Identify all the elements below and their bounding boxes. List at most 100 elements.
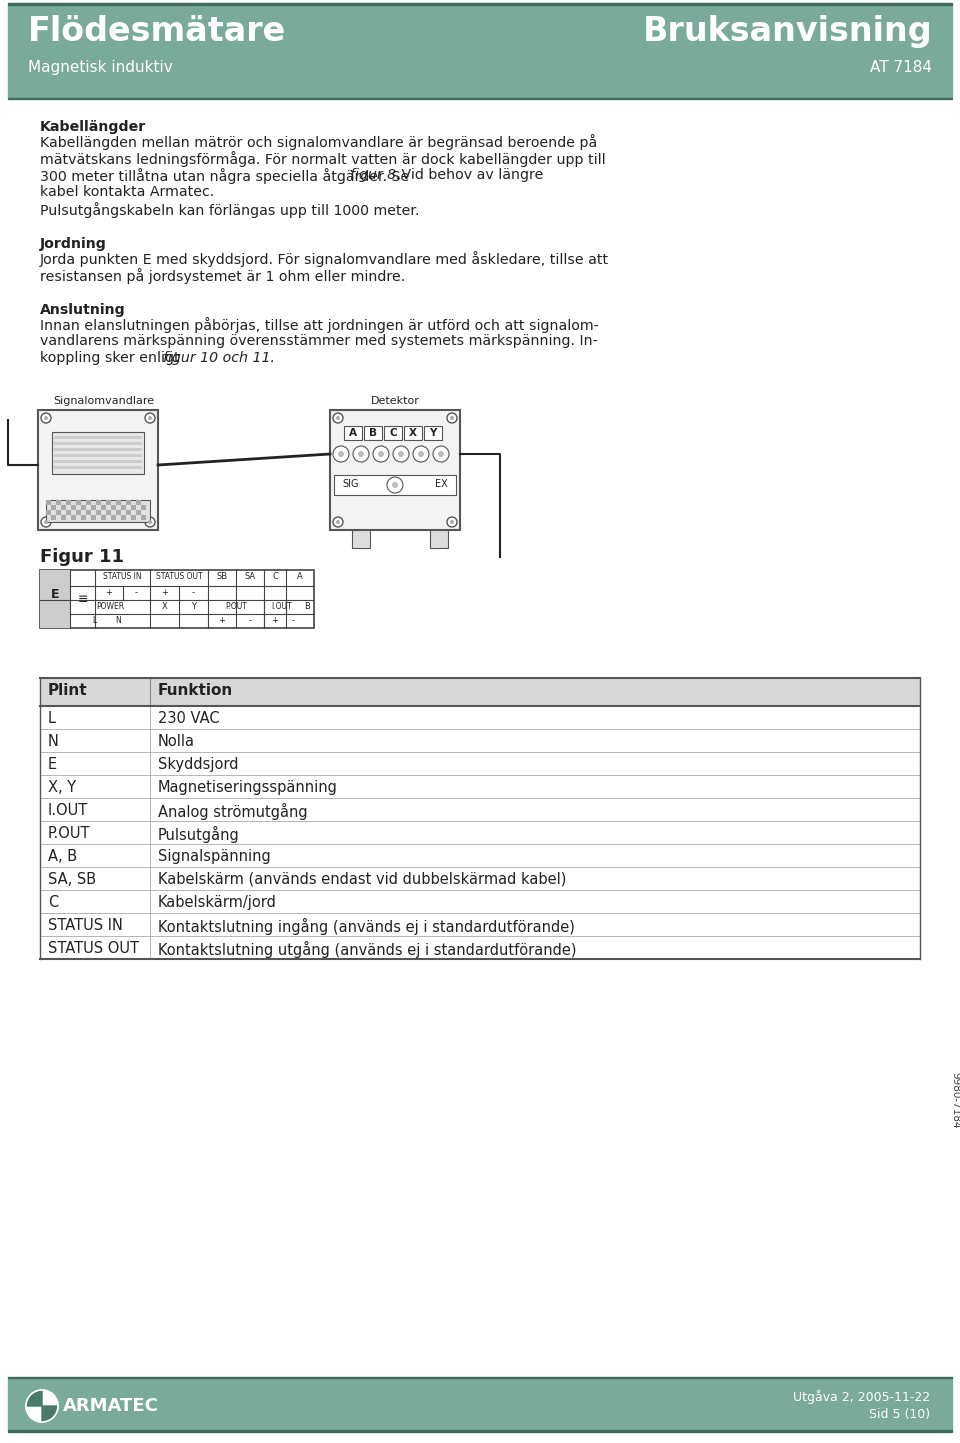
Text: +: + [219,616,226,625]
Bar [52,431,144,473]
Circle shape [338,452,344,457]
Circle shape [413,446,429,462]
Bar [121,505,126,509]
Text: figur 10 och 11.: figur 10 och 11. [163,351,275,365]
Bar [344,426,362,440]
Circle shape [398,452,404,457]
Bar [430,530,448,548]
Text: -: - [134,587,137,597]
Text: 300 meter tillåtna utan några speciella åtgärder. Se: 300 meter tillåtna utan några speciella … [40,167,414,183]
Circle shape [41,413,51,423]
Text: Signalspänning: Signalspänning [158,848,271,864]
Text: X: X [161,602,167,610]
Circle shape [392,482,398,488]
Circle shape [333,413,343,423]
Text: X, Y: X, Y [48,781,76,795]
Bar [126,509,131,515]
Bar [86,509,91,515]
Circle shape [336,519,340,524]
Bar [86,501,91,505]
Bar [91,515,96,519]
Bar [136,501,141,505]
Text: Kabellängden mellan mätrör och signalomvandlare är begränsad beroende på: Kabellängden mellan mätrör och signalomv… [40,134,597,150]
Text: A: A [349,429,357,439]
Bar [66,509,71,515]
Circle shape [333,517,343,527]
Bar [96,509,101,515]
Bar [51,515,56,519]
Circle shape [333,446,349,462]
Bar [131,505,136,509]
Text: Magnetiseringsspänning: Magnetiseringsspänning [158,781,338,795]
Bar [54,436,142,439]
Bar [40,570,314,628]
Bar [51,505,56,509]
Circle shape [148,519,152,524]
Text: Nolla: Nolla [158,734,195,749]
Bar [54,442,142,444]
Bar [76,509,81,515]
Text: N: N [115,616,121,625]
Bar [384,426,402,440]
Bar [101,515,106,519]
Bar [40,570,70,628]
Text: B: B [304,602,310,610]
Text: STATUS OUT: STATUS OUT [156,571,203,582]
Circle shape [41,517,51,527]
Text: SA: SA [245,571,255,582]
Text: C: C [272,571,278,582]
Bar [111,505,116,509]
Bar [111,515,116,519]
Bar [8,98,952,100]
Text: vandlarens märkspänning överensstämmer med systemets märkspänning. In-: vandlarens märkspänning överensstämmer m… [40,333,598,348]
Circle shape [450,519,454,524]
Bar [96,501,101,505]
Text: A, B: A, B [48,848,77,864]
Bar [66,501,71,505]
Text: ≡: ≡ [77,593,87,606]
Circle shape [418,452,424,457]
Bar [81,515,86,519]
Bar [40,678,920,706]
Text: SIG: SIG [342,479,358,489]
Bar [54,460,142,463]
Circle shape [44,416,48,420]
Text: Anslutning: Anslutning [40,303,126,317]
Circle shape [358,452,364,457]
Circle shape [26,1390,58,1421]
Bar [8,3,952,4]
Text: AT 7184: AT 7184 [870,61,932,75]
Bar [364,426,382,440]
Text: N: N [48,734,59,749]
Bar [141,505,146,509]
Circle shape [145,413,155,423]
Text: -: - [292,616,295,625]
Bar [106,501,111,505]
Text: +: + [272,616,278,625]
Circle shape [44,519,48,524]
Bar [101,505,106,509]
Circle shape [450,416,454,420]
Circle shape [387,478,403,494]
Bar [71,515,76,519]
Bar [54,455,142,457]
Text: kabel kontakta Armatec.: kabel kontakta Armatec. [40,185,214,199]
Text: I.OUT: I.OUT [48,802,88,818]
Circle shape [393,446,409,462]
Text: STATUS IN: STATUS IN [103,571,142,582]
Text: koppling sker enligt: koppling sker enligt [40,351,184,365]
Text: Analog strömutgång: Analog strömutgång [158,802,307,820]
Circle shape [447,517,457,527]
Text: Plint: Plint [48,683,87,698]
Bar [46,501,150,522]
Bar [352,530,370,548]
Bar [136,509,141,515]
Text: figur 8.: figur 8. [350,167,400,182]
Text: B: B [369,429,377,439]
Text: Signalomvandlare: Signalomvandlare [53,395,155,405]
Text: 9980-7184: 9980-7184 [950,1072,960,1128]
Text: Pulsutgångskabeln kan förlängas upp till 1000 meter.: Pulsutgångskabeln kan förlängas upp till… [40,202,420,218]
Text: Bruksanvisning: Bruksanvisning [642,14,932,48]
Bar [330,410,460,530]
Text: L: L [48,711,56,726]
